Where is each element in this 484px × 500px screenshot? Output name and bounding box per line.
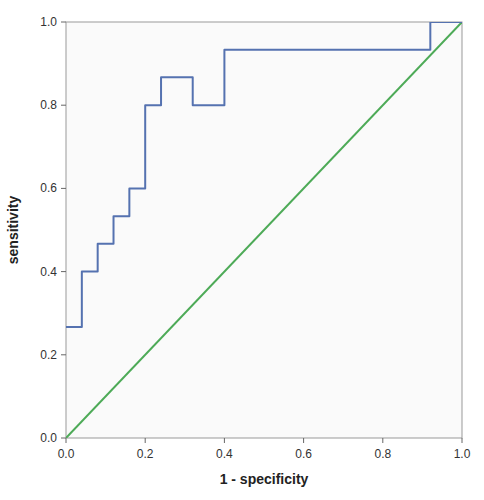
plot-frame (66, 22, 462, 438)
y-tick (61, 354, 66, 355)
y-tick-label: 0.6 (40, 181, 57, 195)
chart-container: 0.0 0.2 0.4 0.6 0.8 1.0 0.0 0.2 0.4 0.6 0.8 1.0 1 - … (0, 0, 484, 500)
x-tick (382, 438, 383, 443)
x-tick (145, 438, 146, 443)
x-tick (303, 438, 304, 443)
y-tick (61, 188, 66, 189)
axes: 0.0 0.2 0.4 0.6 0.8 1.0 0.0 0.2 0.4 0.6 0.8 1.0 (40, 15, 470, 461)
series-line (66, 22, 462, 438)
chart: 0.0 0.2 0.4 0.6 0.8 1.0 0.0 0.2 0.4 0.6 0.8 1.0 1 - … (0, 0, 484, 500)
x-tick-label: 0.0 (58, 447, 75, 461)
y-tick-label: 0.2 (40, 348, 57, 362)
x-tick-label: 0.2 (137, 447, 154, 461)
x-tick (462, 438, 463, 443)
y-tick-label: 0.4 (40, 265, 57, 279)
y-tick-label: 1.0 (40, 15, 57, 29)
y-tick-label: 0.8 (40, 98, 57, 112)
y-tick (61, 22, 66, 23)
x-tick-label: 1.0 (454, 447, 471, 461)
x-tick (224, 438, 225, 443)
x-tick-label: 0.4 (216, 447, 233, 461)
y-tick-label: 0.0 (40, 431, 57, 445)
series-group (66, 22, 462, 438)
x-tick (66, 438, 67, 443)
plot-area (66, 22, 462, 438)
x-tick-label: 0.6 (295, 447, 312, 461)
series-line (66, 22, 462, 327)
y-axis-label: sensitivity (5, 196, 21, 265)
x-axis-label: 1 - specificity (220, 471, 309, 487)
y-tick (61, 271, 66, 272)
y-tick (61, 105, 66, 106)
x-tick-label: 0.8 (374, 447, 391, 461)
y-tick (61, 438, 66, 439)
